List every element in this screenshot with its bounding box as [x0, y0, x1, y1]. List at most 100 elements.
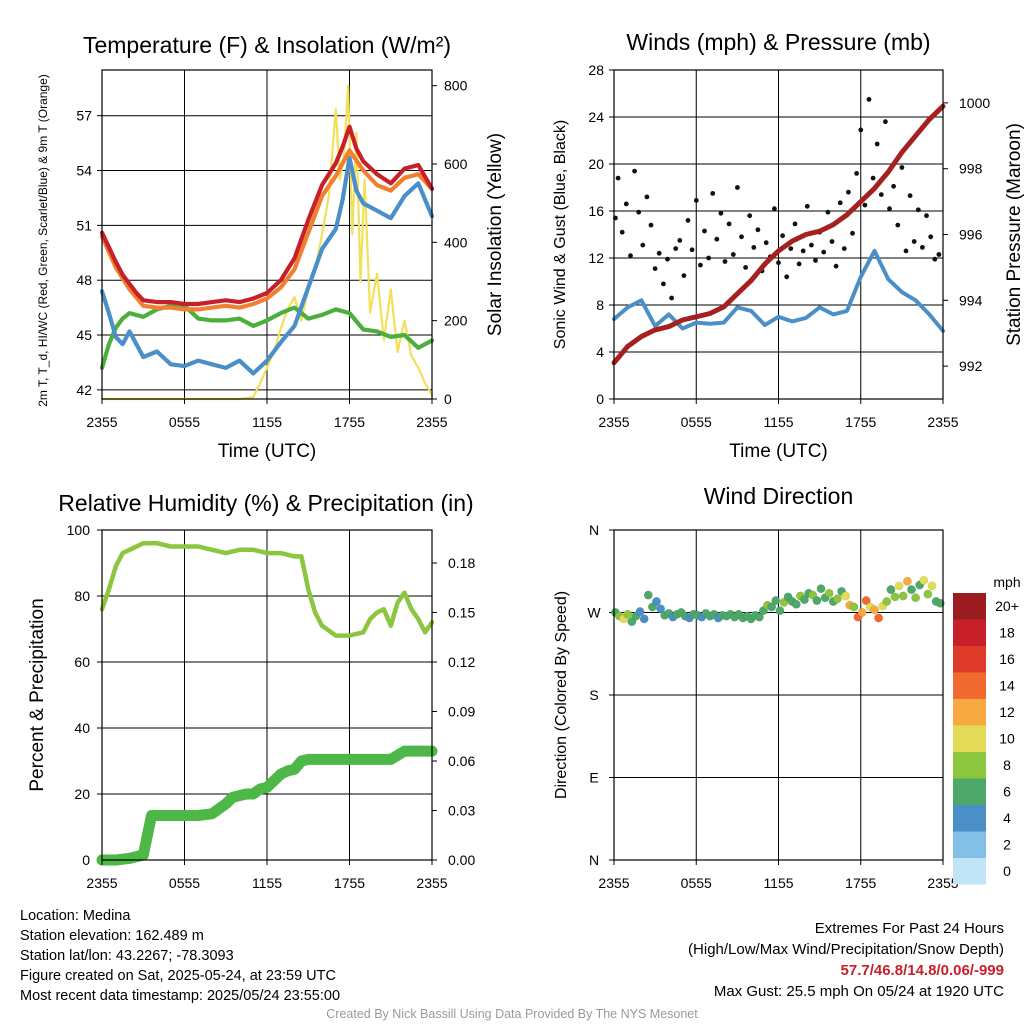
- gust-point: [846, 189, 851, 195]
- gust-point: [788, 246, 794, 252]
- y-tick-label: 60: [74, 654, 90, 670]
- direction-point: [898, 591, 908, 601]
- x-tick-label: 1155: [763, 414, 793, 430]
- x-tick-label: 0555: [681, 875, 712, 891]
- gust-point: [920, 245, 925, 250]
- y-axis-label: 2m T, T_d, HI/WC (Red, Green, Scarlet/Bl…: [36, 74, 50, 407]
- extremes-block: Extremes For Past 24 Hours (High/Low/Max…: [688, 918, 1004, 1002]
- colorbar-swatch: [953, 752, 986, 779]
- direction-point: [635, 607, 645, 617]
- x-tick-label: 2355: [416, 875, 447, 891]
- gust-point: [903, 248, 909, 254]
- chart-title: Temperature (F) & Insolation (W/m²): [83, 32, 451, 58]
- colorbar-swatch: [953, 778, 986, 805]
- gust-point: [874, 141, 880, 147]
- chart-title: Winds (mph) & Pressure (mb): [626, 29, 930, 55]
- direction-point: [882, 597, 892, 606]
- direction-point: [775, 606, 785, 616]
- colorbar-label: 8: [1003, 757, 1011, 773]
- colorbar-label: 4: [1003, 810, 1011, 826]
- gust-point: [792, 221, 798, 227]
- gust-point: [632, 168, 637, 174]
- gust-point: [911, 239, 917, 244]
- x-tick-label: 1755: [845, 875, 876, 891]
- gust-point: [714, 236, 720, 242]
- extremes-title: Extremes For Past 24 Hours: [814, 920, 1004, 937]
- y2-tick-label: 600: [444, 156, 468, 172]
- wind-direction-panel: N E S W N 2355 0555 1155 1755 2355 Wind Direction D…: [553, 483, 1021, 891]
- gust-point: [747, 213, 753, 219]
- credit-text: Created By Nick Bassill Using Data Provi…: [326, 1007, 698, 1021]
- gust-point: [780, 233, 785, 239]
- direction-point: [902, 576, 912, 586]
- gust-point: [883, 119, 888, 125]
- series-precipitation: [96, 745, 438, 866]
- temperature-panel: 42 45 48 51 54 57 0 200 400 600 800 2355 0555 1155 175…: [36, 32, 506, 462]
- y-axis-label: Direction (Colored By Speed): [553, 591, 570, 799]
- direction-point: [812, 596, 822, 606]
- elevation-text: Station elevation: 162.489 m: [20, 928, 204, 944]
- y-tick-label: 80: [74, 588, 90, 604]
- max-gust-text: Max Gust: 25.5 mph On 05/24 at 1920 UTC: [713, 983, 1004, 1000]
- y-tick-label: N: [589, 852, 599, 868]
- gust-point: [862, 202, 868, 208]
- y2-tick-label: 0.09: [448, 704, 475, 720]
- colorbar-label: 14: [999, 678, 1015, 694]
- y2-tick-label: 0.06: [448, 753, 475, 769]
- colorbar-swatch: [953, 725, 986, 752]
- colorbar-unit: mph: [993, 574, 1020, 590]
- x-tick-label: 2355: [86, 875, 117, 891]
- y2-tick-label: 800: [444, 78, 468, 94]
- direction-point: [857, 608, 867, 617]
- extremes-values: 57.7/46.8/14.8/0.06/-999: [840, 962, 1004, 979]
- created-text: Figure created on Sat, 2025-05-24, at 23…: [20, 968, 336, 984]
- series-hi-wc: [99, 155, 435, 376]
- gust-point: [743, 265, 748, 270]
- gust-point: [825, 209, 831, 215]
- gust-point: [698, 262, 703, 268]
- gust-point: [821, 249, 827, 255]
- y-tick-label: E: [589, 770, 598, 786]
- colorbar-label: 16: [999, 651, 1015, 667]
- y-tick-label: 100: [67, 522, 91, 538]
- direction-point: [767, 602, 777, 612]
- gust-point: [652, 266, 658, 271]
- y-tick-label: 16: [588, 203, 604, 219]
- x-tick-label: 1755: [334, 414, 365, 430]
- y2-tick-label: 0.18: [448, 555, 475, 571]
- location-text: Location: Medina: [20, 908, 131, 924]
- y2-tick-label: 0.12: [448, 654, 475, 670]
- gust-point: [854, 171, 859, 176]
- direction-point: [623, 609, 633, 619]
- x-tick-label: 2355: [598, 414, 629, 430]
- gust-point: [693, 198, 699, 203]
- series-rh: [99, 540, 435, 638]
- x-axis-label: Time (UTC): [729, 441, 828, 462]
- colorbar-swatch: [953, 619, 986, 646]
- y2-tick-label: 0: [444, 391, 452, 407]
- y2-axis-label: Station Pressure (Maroon): [1004, 123, 1024, 346]
- series-sonic-wind: [612, 248, 945, 333]
- winds-panel: 0 4 8 12 16 20 24 28 992 994 996 998 1000 2355 0555 115…: [552, 29, 1024, 462]
- y2-tick-label: 0.00: [448, 852, 475, 868]
- y2-tick-label: 0.15: [448, 605, 475, 621]
- colorbar-label: 12: [999, 704, 1015, 720]
- y-tick-label: N: [589, 522, 599, 538]
- colorbar-label: 0: [1003, 863, 1011, 879]
- y-axis-label: Sonic Wind & Gust (Blue, Black): [552, 120, 569, 349]
- gust-point: [800, 248, 806, 254]
- colorbar-label: 18: [999, 625, 1015, 641]
- x-tick-label: 2355: [416, 414, 447, 430]
- gust-point: [833, 263, 839, 269]
- gust-point: [665, 256, 670, 262]
- x-tick-label: 2355: [598, 875, 629, 891]
- gust-point: [615, 175, 621, 181]
- gust-point: [841, 246, 847, 252]
- gust-point: [829, 239, 835, 244]
- extremes-subtitle: (High/Low/Max Wind/Precipitation/Snow De…: [688, 941, 1004, 958]
- colorbar-label: 2: [1003, 837, 1011, 853]
- y2-tick-label: 1000: [959, 95, 990, 111]
- colorbar-swatch: [953, 831, 986, 858]
- gust-point: [887, 206, 892, 212]
- gust-point: [636, 209, 642, 215]
